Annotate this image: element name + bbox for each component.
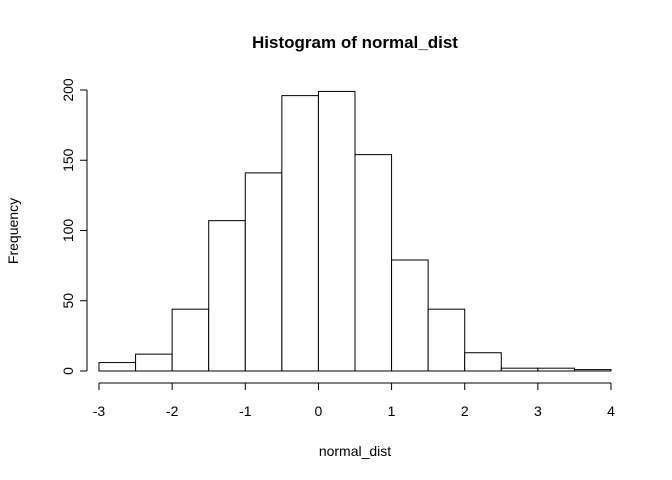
y-tick-label-4: 200 [60, 78, 76, 102]
y-tick-label-1: 50 [60, 293, 76, 309]
histogram-bar-12 [537, 367, 575, 372]
histogram-bar-9 [427, 308, 466, 372]
histogram-bar-11 [500, 367, 539, 372]
y-tick-label-0: 0 [60, 367, 76, 375]
histogram-bar-0 [98, 362, 137, 372]
histogram-bar-3 [208, 220, 246, 372]
y-axis: 0 50 100 150 200 [60, 78, 88, 375]
x-tick-label-0: -3 [93, 403, 106, 419]
x-tick-label-1: -2 [166, 403, 179, 419]
y-axis-label: Frequency [5, 198, 21, 264]
histogram-bar-10 [464, 352, 502, 372]
histogram-bar-6 [317, 90, 356, 372]
histogram-bar-7 [354, 154, 393, 372]
x-tick-label-4: 1 [388, 403, 396, 419]
y-tick-label-2: 100 [60, 219, 76, 243]
histogram-bar-1 [135, 353, 173, 372]
histogram-bar-13 [573, 369, 612, 372]
histogram-bar-2 [171, 308, 210, 372]
x-tick-label-7: 4 [607, 403, 615, 419]
x-tick-label-6: 3 [534, 403, 542, 419]
y-tick-label-3: 150 [60, 148, 76, 172]
x-tick-label-2: -1 [239, 403, 252, 419]
histogram-bar-4 [244, 172, 283, 372]
x-tick-label-5: 2 [461, 403, 469, 419]
chart-title: Histogram of normal_dist [252, 33, 458, 52]
x-tick-label-3: 0 [315, 403, 323, 419]
histogram-bar-5 [281, 95, 319, 372]
histogram-bars [98, 90, 612, 372]
x-axis: -3 -2 -1 0 1 2 3 4 [93, 382, 615, 419]
x-axis-label: normal_dist [319, 443, 391, 459]
histogram-bar-8 [391, 259, 429, 372]
